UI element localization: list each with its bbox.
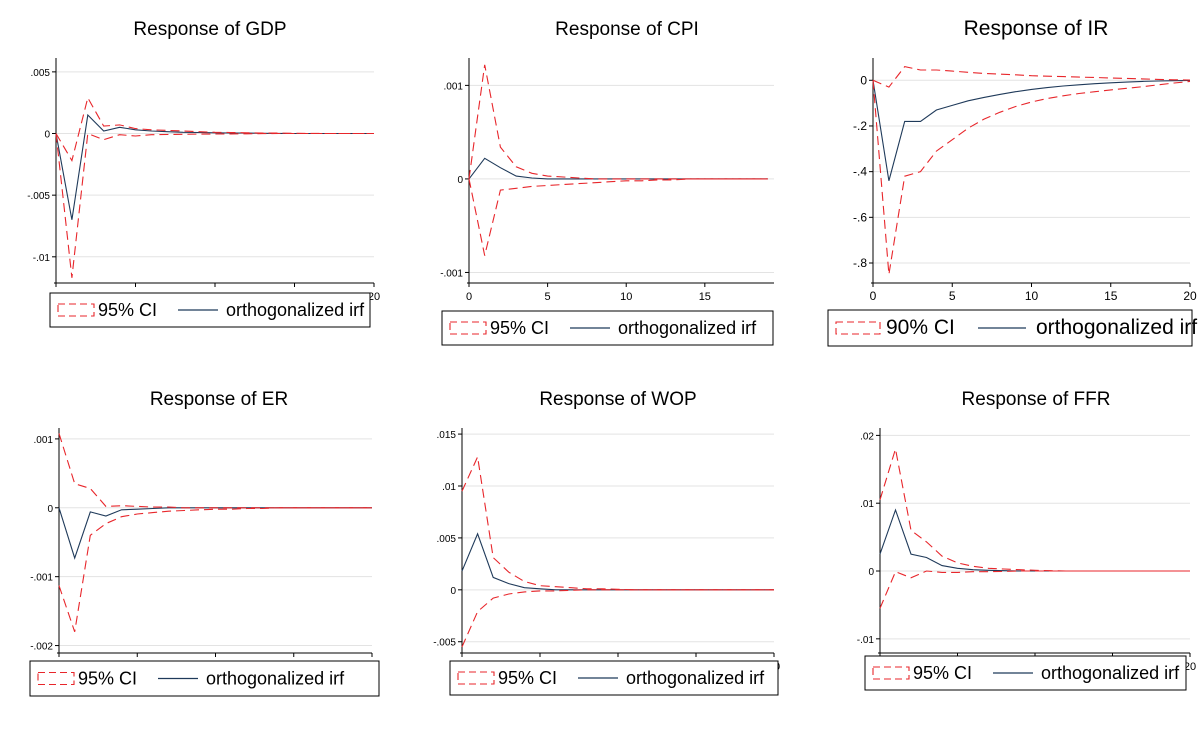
y-tick-label: -.01 — [33, 253, 51, 264]
series-line-ci_upper — [879, 448, 1190, 572]
series-line-ci_lower — [468, 178, 768, 256]
legend-label-irf: orthogonalized irf — [1036, 316, 1197, 339]
legend-label-ci: 95% CI — [913, 663, 972, 683]
series-line-ci_upper — [58, 433, 372, 509]
x-tick-label: 0 — [870, 289, 877, 303]
x-tick-label: 15 — [1104, 289, 1118, 303]
irf-panel-1: Response of CPI .001 0 -.001 0 5 10 15 95% CI ort… — [440, 19, 774, 346]
y-tick-label: 0 — [457, 175, 463, 186]
legend-label-irf: orthogonalized irf — [206, 669, 345, 689]
y-tick-label: 0 — [44, 130, 50, 141]
x-tick-label: 20 — [1183, 289, 1197, 303]
y-tick-label: -.6 — [853, 210, 867, 224]
irf-panel-3: Response of ER.0010-.001-.0020510152095%… — [29, 389, 380, 697]
x-tick-label: 10 — [620, 291, 632, 303]
y-tick-label: -.8 — [853, 256, 867, 270]
series-line-ci_upper — [872, 65, 1191, 88]
series-line-irf — [58, 507, 372, 560]
series-line-irf — [461, 532, 774, 591]
irf-panel-0: Response of GDP.0050-.005-.010510152095%… — [27, 19, 380, 328]
series-line-ci_lower — [872, 80, 1191, 275]
legend-swatch-ci — [57, 303, 95, 317]
y-tick-label: -.4 — [853, 165, 867, 179]
x-tick-label: 5 — [949, 289, 956, 303]
legend-swatch-ci — [449, 321, 487, 335]
y-tick-label: 0 — [860, 73, 867, 87]
y-tick-label: -.001 — [440, 268, 463, 279]
legend: 95% CI orthogonalized irf — [449, 660, 779, 696]
y-tick-label: -.005 — [27, 191, 50, 202]
x-tick-label: 20 — [368, 291, 380, 303]
irf-panel-2: Response of IR 0 -.2 -.4 -.6 -.8 0 5 10 15 20 90% C… — [827, 17, 1197, 347]
panel-title: Response of CPI — [555, 19, 699, 40]
legend: 95% CI orthogonalized irf — [29, 660, 380, 697]
series-line-irf — [55, 113, 374, 220]
y-tick-label: -.01 — [857, 635, 875, 646]
y-tick-label: .005 — [437, 534, 457, 545]
y-tick-label: .001 — [34, 435, 54, 446]
panel-title: Response of IR — [964, 17, 1109, 40]
legend: 95% CI orthogonalized irf — [49, 292, 371, 328]
series-line-ci_lower — [55, 132, 374, 278]
y-tick-label: 0 — [450, 586, 456, 597]
legend-label-ci: 95% CI — [98, 300, 157, 320]
y-tick-label: .01 — [442, 482, 456, 493]
series-line-irf — [468, 157, 768, 180]
legend: 90% CI orthogonalized irf — [827, 309, 1197, 347]
series-line-ci_upper — [461, 454, 774, 591]
legend-label-irf: orthogonalized irf — [618, 318, 757, 338]
y-tick-label: -.001 — [30, 573, 53, 584]
irf-panel-4: Response of WOP.015.01.0050-.00505101520… — [433, 389, 780, 696]
legend-label-irf: orthogonalized irf — [1041, 663, 1180, 683]
legend-swatch-ci — [457, 671, 495, 685]
legend-label-irf: orthogonalized irf — [626, 668, 765, 688]
series-line-ci_lower — [879, 570, 1190, 609]
legend-swatch-ci — [37, 671, 75, 686]
series-line-ci_upper — [468, 64, 768, 180]
panel-title: Response of FFR — [962, 389, 1111, 410]
panel-title: Response of ER — [150, 389, 288, 410]
y-tick-label: .005 — [31, 68, 51, 79]
y-tick-label: -.005 — [433, 638, 456, 649]
y-tick-label: -.002 — [30, 642, 53, 653]
legend: 95% CI orthogonalized irf — [441, 310, 774, 346]
legend-swatch-ci — [835, 321, 881, 335]
panel-title: Response of WOP — [539, 389, 696, 410]
x-tick-label: 20 — [1184, 661, 1196, 673]
legend-swatch-ci — [872, 666, 910, 680]
y-tick-label: 0 — [868, 567, 874, 578]
panel-title: Response of GDP — [133, 19, 286, 40]
legend: 95% CI orthogonalized irf — [864, 655, 1187, 691]
y-tick-label: 0 — [47, 504, 53, 515]
x-tick-label: 10 — [1025, 289, 1039, 303]
series-line-ci_lower — [461, 589, 774, 648]
legend-box — [49, 292, 371, 328]
y-tick-label: .02 — [860, 431, 874, 442]
x-tick-label: 15 — [699, 291, 711, 303]
series-line-irf — [879, 508, 1190, 572]
legend-label-ci: 90% CI — [886, 316, 955, 339]
series-line-ci_upper — [55, 96, 374, 163]
y-tick-label: .001 — [444, 81, 464, 92]
legend-box — [29, 660, 380, 697]
x-tick-label: 0 — [466, 291, 472, 303]
y-tick-label: .01 — [860, 499, 874, 510]
irf-panel-5: Response of FFR.02.010-.010510152095% CI… — [857, 389, 1196, 691]
legend-label-irf: orthogonalized irf — [226, 300, 365, 320]
legend-label-ci: 95% CI — [498, 668, 557, 688]
x-tick-label: 5 — [545, 291, 551, 303]
series-line-irf — [872, 79, 1191, 181]
y-tick-label: -.2 — [853, 119, 867, 133]
y-tick-label: .015 — [437, 430, 457, 441]
series-line-ci_lower — [58, 507, 372, 632]
legend-label-ci: 95% CI — [490, 318, 549, 338]
legend-label-ci: 95% CI — [78, 669, 137, 689]
